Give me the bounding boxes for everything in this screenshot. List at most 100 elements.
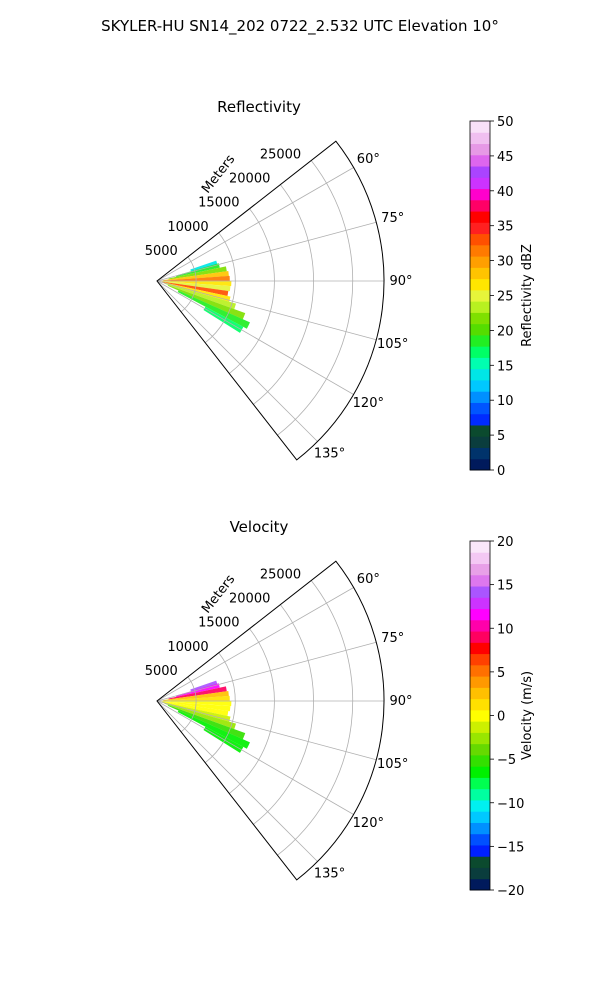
sector-frame xyxy=(156,140,385,461)
colorbar-tick-label: −20 xyxy=(497,884,524,899)
colorbar-swatch xyxy=(470,368,490,381)
echo-cell xyxy=(160,695,230,701)
colorbar-swatch xyxy=(470,619,490,632)
range-tick-label: 5000 xyxy=(145,664,178,679)
colorbar-swatch xyxy=(470,563,490,576)
echo-cell xyxy=(168,686,227,700)
colorbar-swatch xyxy=(470,766,490,778)
azimuth-gridline xyxy=(156,700,318,862)
colorbar-tick-label: 20 xyxy=(497,324,514,339)
azimuth-tick-label: 135° xyxy=(314,447,345,462)
azimuth-tick-label: 75° xyxy=(381,631,404,646)
colorbar-swatch xyxy=(470,844,490,857)
echo-cell xyxy=(177,710,250,749)
range-ring xyxy=(277,160,354,436)
colorbar-swatch xyxy=(470,721,490,733)
panel-title: Velocity xyxy=(230,518,289,536)
colorbar-tick-label: 35 xyxy=(497,220,514,235)
echo-cell xyxy=(160,275,230,281)
colorbar-tick-label: 0 xyxy=(497,710,505,725)
colorbar-swatch xyxy=(470,402,490,415)
colorbar-swatch xyxy=(470,687,490,700)
colorbar-swatch xyxy=(470,743,490,756)
colorbar-swatch xyxy=(470,833,490,846)
colorbar-swatch xyxy=(470,447,490,460)
azimuth-gridline xyxy=(156,700,354,815)
colorbar-swatch xyxy=(470,552,490,565)
range-ring xyxy=(180,676,197,733)
colorbar-swatch xyxy=(470,413,490,426)
echo-cell xyxy=(164,283,237,310)
echo-cell xyxy=(164,703,237,730)
colorbar-swatch xyxy=(470,132,490,145)
azimuth-tick-label: 105° xyxy=(377,757,408,772)
azimuth-tick-label: 60° xyxy=(357,572,380,587)
azimuth-tick-label: 75° xyxy=(381,211,404,226)
range-ring xyxy=(229,628,275,794)
range-tick-label: 10000 xyxy=(167,220,208,235)
sector-frame xyxy=(156,560,385,881)
colorbar-swatch xyxy=(470,233,490,246)
range-ring xyxy=(204,232,236,343)
azimuth-gridline xyxy=(156,280,354,395)
colorbar-swatch xyxy=(470,856,490,868)
colorbar-swatch xyxy=(470,586,490,598)
colorbar-swatch xyxy=(470,199,490,212)
colorbar-swatch xyxy=(470,278,490,291)
azimuth-tick-label: 120° xyxy=(353,816,384,831)
echo-cell xyxy=(177,290,250,329)
colorbar-tick-label: 10 xyxy=(497,622,514,637)
colorbar-swatch xyxy=(470,391,490,403)
colorbar-tick-label: 15 xyxy=(497,359,514,374)
reflectivity-colorbar: 0 5 10 15 20 25 30 35 40 45 50 Reflectivity dBZ xyxy=(469,115,535,479)
range-tick-label: 20000 xyxy=(229,592,270,607)
range-ring xyxy=(253,184,314,405)
range-ring xyxy=(229,208,275,374)
colorbar-tick-label: 15 xyxy=(497,579,514,594)
echo-cell xyxy=(190,680,218,692)
colorbar-swatch xyxy=(470,256,490,268)
colorbar-swatch xyxy=(470,424,490,437)
azimuth-tick-label: 90° xyxy=(390,274,413,289)
range-tick-label: 15000 xyxy=(198,616,239,631)
range-ring xyxy=(180,256,197,313)
range-tick-label: 20000 xyxy=(229,172,270,187)
range-tick-label: 5000 xyxy=(145,244,178,259)
azimuth-gridline xyxy=(156,280,318,442)
azimuth-gridline xyxy=(156,221,377,282)
panel-title: Reflectivity xyxy=(217,98,301,116)
colorbar-swatch xyxy=(470,676,490,688)
colorbar-swatch xyxy=(470,244,490,257)
colorbar-swatch xyxy=(470,878,490,891)
range-tick-label: 10000 xyxy=(167,640,208,655)
colorbar-swatch xyxy=(470,143,490,156)
echo-cell xyxy=(167,285,246,320)
colorbar-tick-label: 50 xyxy=(497,115,514,130)
colorbar-swatch xyxy=(470,777,490,790)
colorbar-swatch xyxy=(470,289,490,302)
colorbar-tick-label: 30 xyxy=(497,255,514,270)
azimuth-gridline xyxy=(156,641,377,702)
colorbar-swatch xyxy=(470,188,490,201)
colorbar-swatch xyxy=(470,574,490,587)
colorbar-label: Velocity (m/s) xyxy=(520,671,535,760)
colorbar-swatch xyxy=(470,346,490,358)
colorbar-tick-label: 25 xyxy=(497,290,514,305)
colorbar-swatch xyxy=(470,811,490,823)
range-ring xyxy=(204,652,236,763)
colorbar-swatch xyxy=(470,653,490,666)
colorbar-swatch xyxy=(470,323,490,336)
colorbar-tick-label: 5 xyxy=(497,429,505,444)
colorbar-swatch xyxy=(470,166,490,178)
azimuth-gridline xyxy=(156,587,354,702)
colorbar-swatch xyxy=(470,301,490,313)
colorbar-tick-label: 10 xyxy=(497,394,514,409)
colorbar-label: Reflectivity dBZ xyxy=(520,244,535,347)
colorbar-swatch xyxy=(470,799,490,812)
echo-cell xyxy=(167,705,246,740)
colorbar-swatch xyxy=(470,379,490,392)
colorbar-swatch xyxy=(470,357,490,370)
colorbar-swatch xyxy=(470,642,490,655)
range-tick-label: 15000 xyxy=(198,196,239,211)
colorbar-tick-label: 20 xyxy=(497,535,514,550)
